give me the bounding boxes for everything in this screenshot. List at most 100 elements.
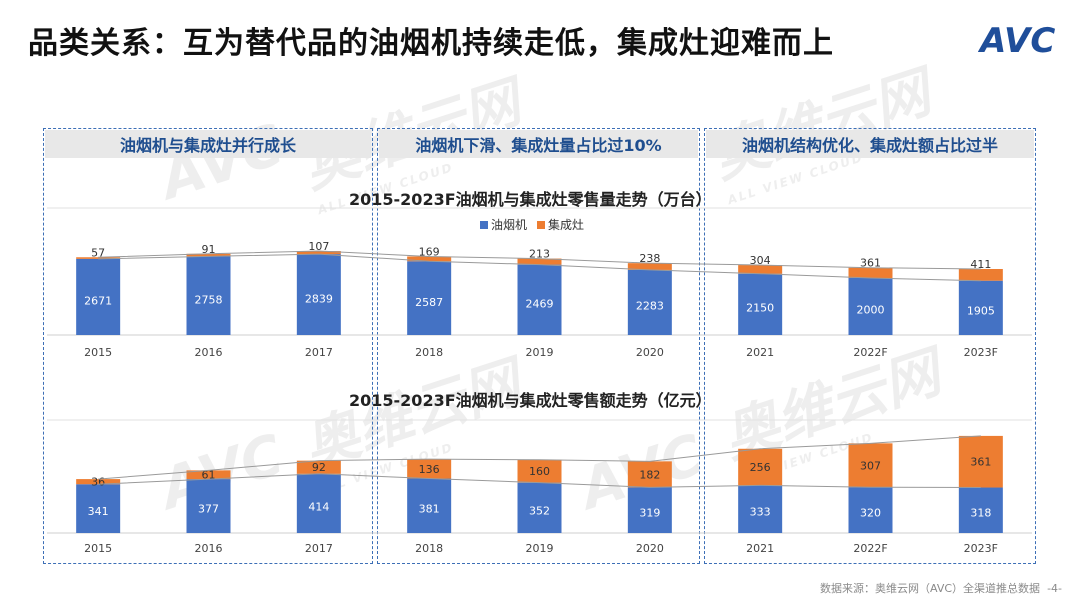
bar-stove-2022F — [848, 267, 893, 278]
data-label-stove-2019: 160 — [529, 465, 550, 478]
tick-label-2018: 2018 — [415, 542, 443, 555]
data-label-stove-2015: 57 — [91, 246, 105, 259]
data-label-hood-2015: 341 — [88, 505, 109, 518]
panel-phase-3 — [704, 128, 1036, 564]
bar-hood-2015 — [76, 258, 121, 335]
data-label-hood-2016: 2758 — [195, 294, 223, 307]
tick-label-2017: 2017 — [305, 346, 333, 359]
bar-stove-2019 — [517, 459, 562, 483]
bar-stove-2022F — [848, 443, 893, 488]
logo-text: AVC — [978, 21, 1055, 60]
bar-stove-2018 — [407, 459, 452, 479]
bar-hood-2023F — [958, 280, 1003, 335]
tick-label-2019: 2019 — [526, 346, 554, 359]
bar-stove-2017 — [296, 251, 341, 255]
bar-hood-2018 — [407, 478, 452, 533]
bar-stove-2015 — [76, 479, 121, 485]
data-label-stove-2022F: 307 — [860, 459, 881, 472]
data-label-hood-2015: 2671 — [84, 295, 112, 308]
data-label-hood-2021: 2150 — [746, 301, 774, 314]
tick-label-2020: 2020 — [636, 346, 664, 359]
bar-stove-2020 — [627, 263, 672, 270]
bar-stove-2021 — [738, 265, 783, 274]
data-label-hood-2020: 319 — [639, 506, 660, 519]
tick-label-2017: 2017 — [305, 542, 333, 555]
data-label-hood-2020: 2283 — [636, 300, 664, 313]
panel-phase-2 — [377, 128, 700, 564]
tick-label-2015: 2015 — [84, 346, 112, 359]
data-label-hood-2021: 333 — [750, 506, 771, 519]
legend: 油烟机 集成灶 — [480, 216, 584, 233]
bar-stove-2021 — [738, 448, 783, 486]
page-title: 品类关系：互为替代品的油烟机持续走低，集成灶迎难而上 — [28, 26, 834, 61]
bar-hood-2020 — [627, 487, 672, 533]
bar-hood-2022F — [848, 278, 893, 335]
data-label-hood-2019: 352 — [529, 504, 550, 517]
tick-label-2016: 2016 — [195, 542, 223, 555]
data-source: 数据来源：奥维云网（AVC）全渠道推总数据 — [820, 582, 1041, 595]
bar-stove-2020 — [627, 461, 672, 488]
bar-stove-2016 — [186, 253, 231, 257]
avc-logo: AVC — [978, 21, 1055, 60]
data-label-stove-2023F: 361 — [970, 456, 991, 469]
data-label-stove-2018: 136 — [419, 463, 440, 476]
data-label-hood-2023F: 318 — [970, 507, 991, 520]
bar-stove-2016 — [186, 470, 231, 480]
tick-label-2016: 2016 — [195, 346, 223, 359]
data-label-hood-2022F: 2000 — [857, 303, 885, 316]
data-label-hood-2016: 377 — [198, 503, 219, 516]
data-label-stove-2016: 91 — [202, 243, 216, 256]
bar-hood-2016 — [186, 256, 231, 335]
data-label-hood-2018: 381 — [419, 502, 440, 515]
bar-hood-2016 — [186, 479, 231, 533]
data-label-stove-2019: 213 — [529, 248, 550, 261]
bar-hood-2018 — [407, 261, 452, 335]
data-label-hood-2023F: 1905 — [967, 305, 995, 318]
data-label-stove-2023F: 411 — [970, 258, 991, 271]
bar-stove-2018 — [407, 256, 452, 262]
trend-line-hood — [98, 253, 981, 282]
panel-phase-1 — [43, 128, 373, 564]
legend-item-hood: 油烟机 — [480, 216, 527, 233]
legend-item-stove: 集成灶 — [537, 216, 584, 233]
panel-header-2: 油烟机下滑、集成灶量占比过10% — [379, 130, 698, 158]
tick-label-2021: 2021 — [746, 542, 774, 555]
tick-label-2020: 2020 — [636, 542, 664, 555]
trend-line-total — [98, 250, 981, 270]
data-label-stove-2017: 107 — [308, 240, 329, 253]
tick-label-2018: 2018 — [415, 346, 443, 359]
bar-hood-2021 — [738, 273, 783, 335]
data-label-hood-2017: 2839 — [305, 293, 333, 306]
data-label-hood-2019: 2469 — [526, 297, 554, 310]
tick-label-2023F: 2023F — [964, 346, 998, 359]
chart-title-value: 2015-2023F油烟机与集成灶零售额走势（亿元） — [349, 391, 712, 410]
data-label-stove-2022F: 361 — [860, 257, 881, 270]
tick-label-2015: 2015 — [84, 542, 112, 555]
bar-hood-2023F — [958, 487, 1003, 533]
chart-title-volume: 2015-2023F油烟机与集成灶零售量走势（万台） — [349, 190, 712, 209]
bar-hood-2021 — [738, 485, 783, 533]
panel-header-1: 油烟机与集成灶并行成长 — [45, 130, 371, 158]
data-label-stove-2020: 182 — [639, 468, 660, 481]
bar-hood-2020 — [627, 269, 672, 335]
data-label-stove-2021: 256 — [750, 461, 771, 474]
data-label-stove-2017: 92 — [312, 461, 326, 474]
tick-label-2022F: 2022F — [853, 542, 887, 555]
bar-hood-2019 — [517, 264, 562, 335]
page-number: -4- — [1047, 582, 1062, 595]
panel-header-3: 油烟机结构优化、集成灶额占比过半 — [706, 130, 1034, 158]
data-label-stove-2018: 169 — [419, 245, 440, 258]
data-label-hood-2018: 2587 — [415, 296, 443, 309]
bar-hood-2015 — [76, 484, 121, 533]
trend-line-hood — [98, 473, 981, 489]
footer: 数据来源：奥维云网（AVC）全渠道推总数据 -4- — [820, 580, 1062, 596]
tick-label-2019: 2019 — [526, 542, 554, 555]
bar-stove-2017 — [296, 460, 341, 474]
bar-stove-2023F — [958, 268, 1003, 281]
data-label-stove-2021: 304 — [750, 254, 771, 267]
bar-hood-2022F — [848, 487, 893, 533]
data-label-hood-2022F: 320 — [860, 506, 881, 519]
data-label-stove-2020: 238 — [639, 252, 660, 265]
bar-hood-2017 — [296, 473, 341, 533]
